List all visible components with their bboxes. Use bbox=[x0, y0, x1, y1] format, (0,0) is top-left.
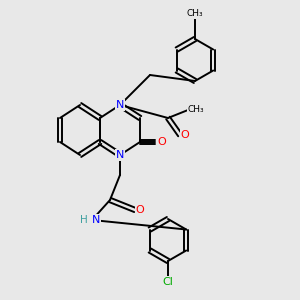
Text: CH₃: CH₃ bbox=[187, 10, 203, 19]
Text: Cl: Cl bbox=[163, 277, 173, 287]
Text: O: O bbox=[181, 130, 189, 140]
Text: N: N bbox=[92, 215, 100, 225]
Text: H: H bbox=[80, 215, 88, 225]
Text: O: O bbox=[158, 137, 166, 147]
Text: N: N bbox=[116, 150, 124, 160]
Text: N: N bbox=[116, 100, 124, 110]
Text: CH₃: CH₃ bbox=[188, 106, 204, 115]
Text: O: O bbox=[136, 205, 144, 215]
